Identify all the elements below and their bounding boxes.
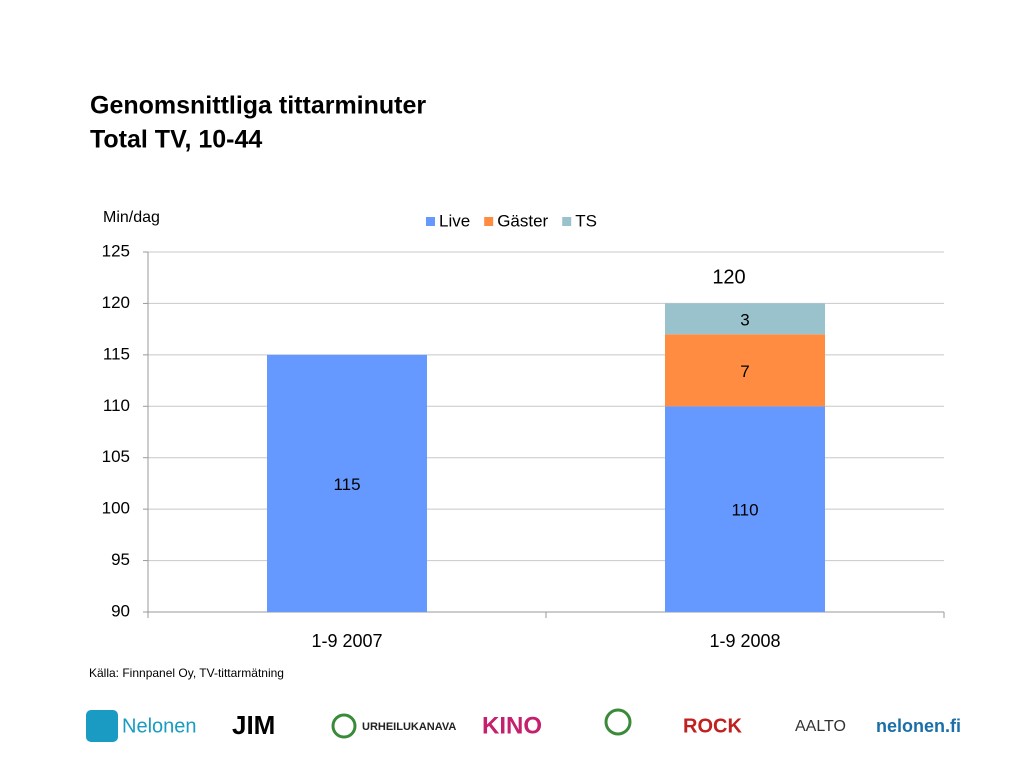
x-tick-label: 1-9 2008	[709, 631, 780, 651]
bar-segment	[665, 406, 825, 612]
bar-segment	[665, 303, 825, 335]
y-tick-label: 125	[102, 241, 130, 260]
y-tick-label: 110	[103, 396, 130, 415]
legend-label: TS	[575, 211, 597, 230]
legend-swatch	[426, 217, 435, 226]
total-label: 120	[712, 266, 745, 288]
legend-label: Live	[439, 211, 470, 230]
y-tick-label: 100	[102, 499, 130, 518]
logo: Nelonen	[122, 715, 197, 737]
y-tick-label: 105	[102, 447, 130, 466]
logo: nelonen.fi	[876, 716, 961, 736]
x-tick-label: 1-9 2007	[311, 631, 382, 651]
logo: URHEILUKANAVA	[362, 721, 456, 733]
legend-swatch	[484, 217, 494, 226]
logo: JIM	[232, 710, 275, 740]
legend-label: Gäster	[497, 211, 548, 230]
data-label: 3	[740, 310, 749, 329]
logo-icon	[331, 713, 357, 739]
chart-subtitle: Total TV, 10-44	[90, 126, 262, 154]
logo: ROCK	[683, 715, 742, 737]
y-tick-label: 115	[103, 344, 130, 363]
y-tick-label: 90	[111, 601, 130, 620]
chart-title: Genomsnittliga tittarminuter	[90, 92, 426, 120]
data-label: 115	[333, 475, 360, 494]
data-label: 110	[731, 501, 758, 520]
logo-icon	[86, 710, 118, 742]
y-axis-label: Min/dag	[103, 209, 160, 226]
data-label: 7	[740, 362, 749, 381]
bar-segment	[267, 354, 427, 612]
legend-swatch	[562, 217, 572, 226]
y-tick-label: 120	[102, 293, 130, 312]
logo-icon	[604, 708, 632, 736]
y-tick-label: 95	[111, 550, 130, 569]
logo: KINO	[482, 712, 542, 739]
logo: AALTO	[795, 718, 846, 735]
bar-segment	[665, 334, 825, 407]
source-note: Källa: Finnpanel Oy, TV-tittarmätning	[89, 666, 284, 680]
